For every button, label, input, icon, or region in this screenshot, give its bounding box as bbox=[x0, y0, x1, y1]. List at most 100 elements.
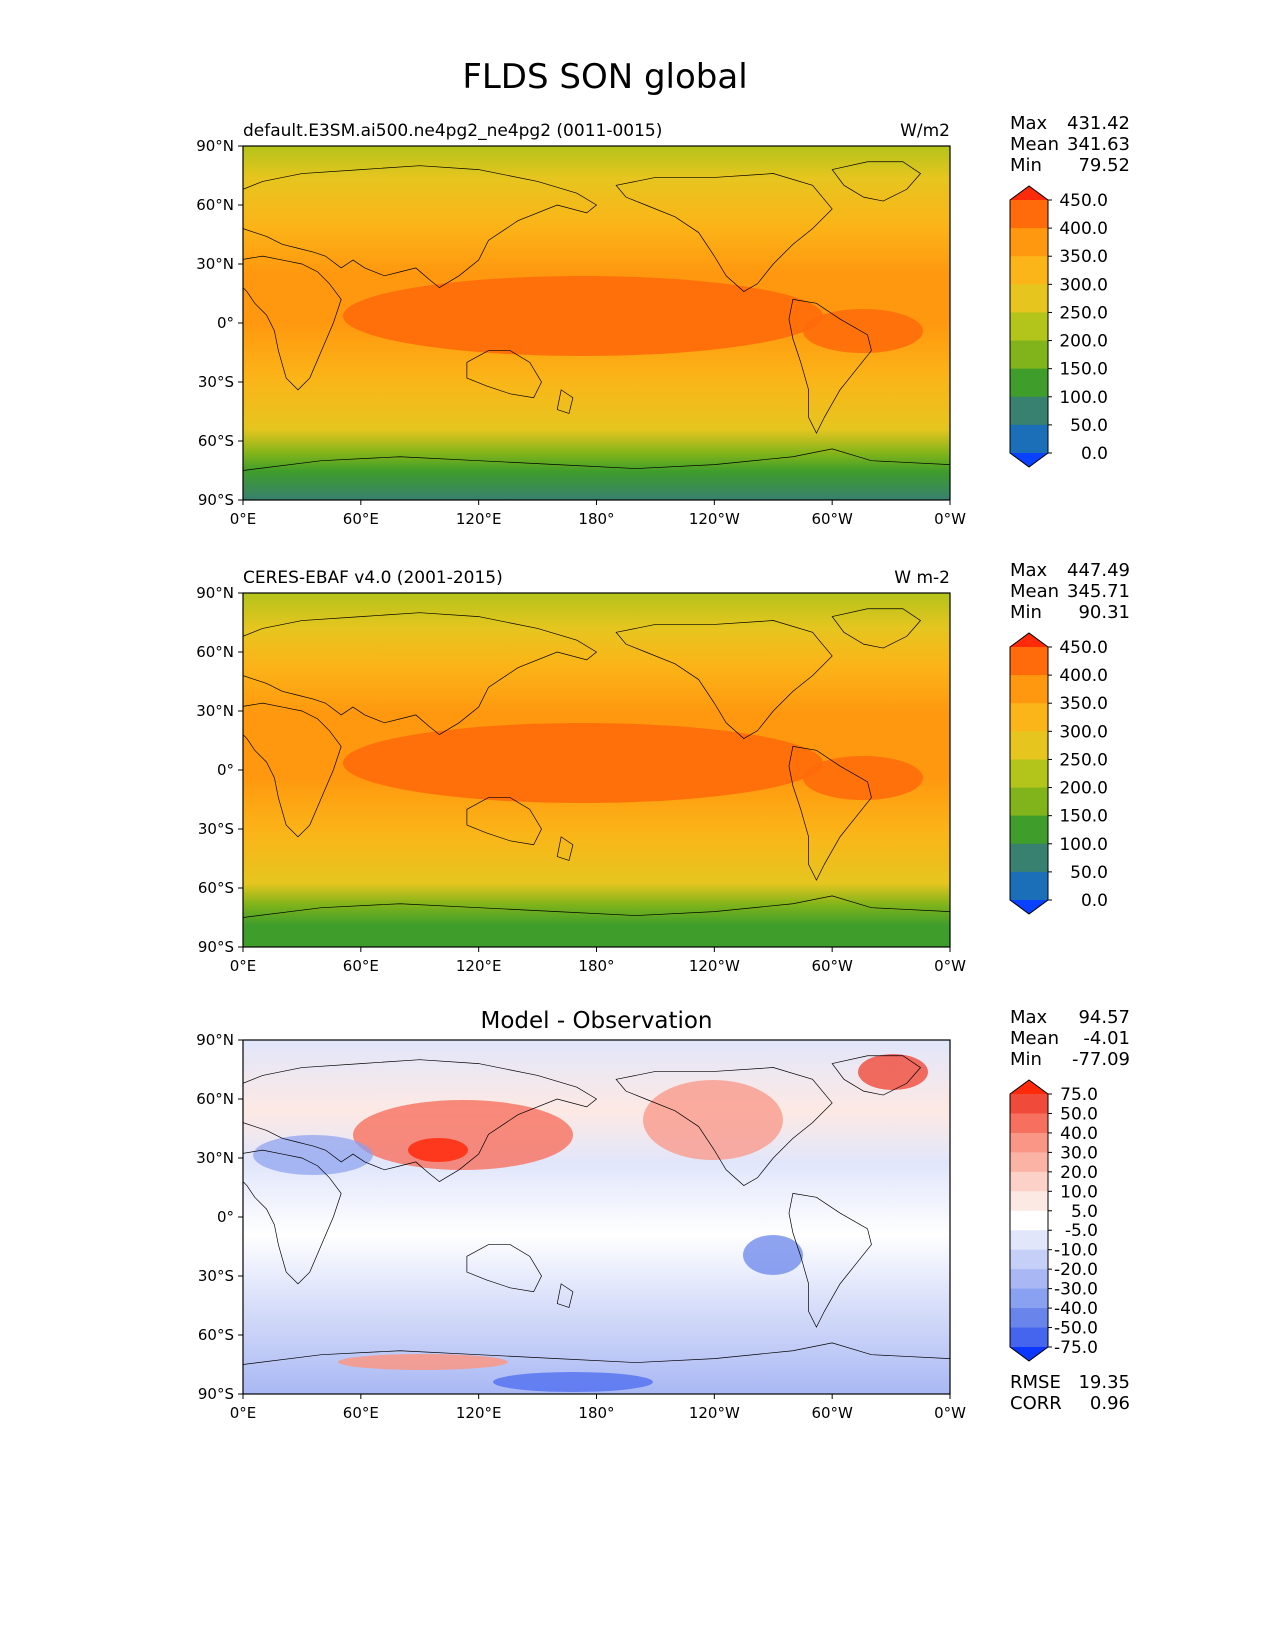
y-tick-label: 60°S bbox=[198, 1326, 234, 1344]
colorbar-segment bbox=[1010, 424, 1048, 454]
x-tick-label: 120°E bbox=[456, 957, 502, 975]
stat-value: 345.71 bbox=[1067, 581, 1130, 602]
stat-value: 90.31 bbox=[1078, 602, 1130, 623]
colorbar-label: 5.0 bbox=[1071, 1202, 1098, 1222]
stat-value: 431.42 bbox=[1067, 113, 1130, 134]
figure-title: FLDS SON global bbox=[462, 57, 747, 97]
y-tick-label: 90°N bbox=[196, 584, 234, 602]
stat-label: Mean bbox=[1010, 581, 1059, 602]
colorbar-segment bbox=[1010, 340, 1048, 370]
colorbar-extend-top bbox=[1010, 633, 1048, 647]
panel-units: W/m2 bbox=[900, 121, 950, 141]
colorbar-label: 0.0 bbox=[1081, 891, 1108, 911]
colorbar-label: -30.0 bbox=[1054, 1280, 1098, 1300]
colorbar-label: -50.0 bbox=[1054, 1319, 1098, 1339]
antarctic-positive-anomaly bbox=[338, 1354, 508, 1370]
colorbar-label: 200.0 bbox=[1059, 332, 1108, 352]
colorbar-segment bbox=[1010, 1288, 1048, 1309]
x-tick-label: 120°W bbox=[689, 957, 740, 975]
colorbar-label: 350.0 bbox=[1059, 247, 1108, 267]
colorbar-segment bbox=[1010, 787, 1048, 817]
stat-value: 341.63 bbox=[1067, 134, 1130, 155]
stat-value: 79.52 bbox=[1078, 155, 1130, 176]
metric-value: 19.35 bbox=[1078, 1372, 1130, 1393]
colorbar: 450.0 400.0 350.0 300.0 250.0 200.0 150.0 100.0… bbox=[1009, 632, 1108, 915]
colorbar-label: 150.0 bbox=[1059, 360, 1108, 380]
metric-label: CORR bbox=[1010, 1393, 1062, 1414]
panel-title: CERES-EBAF v4.0 (2001-2015) bbox=[243, 568, 503, 588]
colorbar: 75.050.040.030.020.010.05.0-5.0-10.0-20.… bbox=[1009, 1079, 1098, 1362]
atlantic-warm-band bbox=[803, 756, 923, 800]
south-america-negative-anomaly bbox=[743, 1235, 803, 1275]
colorbar-label: 300.0 bbox=[1059, 275, 1108, 295]
stat-label: Max bbox=[1010, 113, 1048, 134]
metric-label: RMSE bbox=[1010, 1372, 1061, 1393]
asia-positive-anomaly bbox=[353, 1100, 573, 1170]
colorbar-label: 10.0 bbox=[1060, 1182, 1098, 1202]
colorbar-segment bbox=[1010, 1191, 1048, 1212]
colorbar-segment bbox=[1010, 1094, 1048, 1114]
metric-value: 0.96 bbox=[1090, 1393, 1130, 1414]
x-tick-label: 60°W bbox=[811, 510, 853, 528]
colorbar-label: 300.0 bbox=[1059, 722, 1108, 742]
colorbar-label: 100.0 bbox=[1059, 835, 1108, 855]
y-tick-label: 30°S bbox=[198, 820, 234, 838]
colorbar-label: 400.0 bbox=[1059, 219, 1108, 239]
map-panel-1: 0°E 60°E 120°E 180° 120°W 60°W 0°W 90°N 60°N 30°N… bbox=[196, 113, 1130, 528]
stat-label: Mean bbox=[1010, 1028, 1059, 1049]
y-tick-label: 30°N bbox=[196, 255, 234, 273]
y-tick-label: 30°S bbox=[198, 1267, 234, 1285]
colorbar-segment bbox=[1010, 1171, 1048, 1192]
stat-label: Min bbox=[1010, 155, 1042, 176]
colorbar-segment bbox=[1010, 703, 1048, 732]
stat-label: Max bbox=[1010, 560, 1048, 581]
colorbar-segment bbox=[1010, 1230, 1048, 1251]
y-tick-label: 90°S bbox=[198, 938, 234, 956]
x-tick-label: 60°W bbox=[811, 1404, 853, 1422]
colorbar-label: -40.0 bbox=[1054, 1299, 1098, 1319]
colorbar-label: 75.0 bbox=[1060, 1085, 1098, 1105]
colorbar-segment bbox=[1010, 731, 1048, 760]
colorbar-label: 150.0 bbox=[1059, 807, 1108, 827]
y-tick-label: 90°N bbox=[196, 1031, 234, 1049]
colorbar-segment bbox=[1010, 1308, 1048, 1329]
colorbar-label: -10.0 bbox=[1054, 1241, 1098, 1261]
north-america-positive-anomaly bbox=[643, 1080, 783, 1160]
colorbar-segment bbox=[1010, 312, 1048, 342]
x-tick-label: 0°W bbox=[934, 1404, 966, 1422]
colorbar-label: 250.0 bbox=[1059, 303, 1108, 323]
colorbar-segment bbox=[1010, 1132, 1048, 1153]
x-tick-label: 180° bbox=[578, 510, 614, 528]
colorbar-segment bbox=[1010, 1210, 1048, 1231]
y-tick-label: 90°S bbox=[198, 491, 234, 509]
stat-value: 447.49 bbox=[1067, 560, 1130, 581]
colorbar-segment bbox=[1010, 759, 1048, 789]
colorbar-label: -75.0 bbox=[1054, 1338, 1098, 1358]
x-tick-label: 0°E bbox=[230, 510, 257, 528]
x-tick-label: 180° bbox=[578, 957, 614, 975]
panel-title: default.E3SM.ai500.ne4pg2_ne4pg2 (0011-0… bbox=[243, 121, 662, 141]
colorbar-extend-top bbox=[1010, 186, 1048, 200]
colorbar-label: 400.0 bbox=[1059, 666, 1108, 686]
tropical-warm-pool bbox=[343, 723, 823, 803]
colorbar-segment bbox=[1010, 1327, 1048, 1348]
y-tick-label: 30°N bbox=[196, 702, 234, 720]
x-tick-label: 0°W bbox=[934, 957, 966, 975]
colorbar-label: 30.0 bbox=[1060, 1143, 1098, 1163]
x-tick-label: 180° bbox=[578, 1404, 614, 1422]
stat-label: Min bbox=[1010, 1049, 1042, 1070]
greenland-positive-anomaly bbox=[858, 1054, 928, 1090]
antarctic-negative-anomaly bbox=[493, 1372, 653, 1392]
colorbar-segment bbox=[1010, 368, 1048, 398]
x-tick-label: 120°E bbox=[456, 510, 502, 528]
colorbar-segment bbox=[1010, 843, 1048, 873]
panels: 0°E 60°E 120°E 180° 120°W 60°W 0°W 90°N 60°N 30°N… bbox=[196, 113, 1130, 1422]
north-africa-negative-anomaly bbox=[253, 1135, 373, 1175]
panel-units: W m-2 bbox=[894, 568, 950, 588]
y-tick-label: 60°S bbox=[198, 432, 234, 450]
colorbar-label: 40.0 bbox=[1060, 1124, 1098, 1144]
colorbar-segment bbox=[1010, 815, 1048, 845]
colorbar-label: -20.0 bbox=[1054, 1260, 1098, 1280]
colorbar-segment bbox=[1010, 675, 1048, 704]
